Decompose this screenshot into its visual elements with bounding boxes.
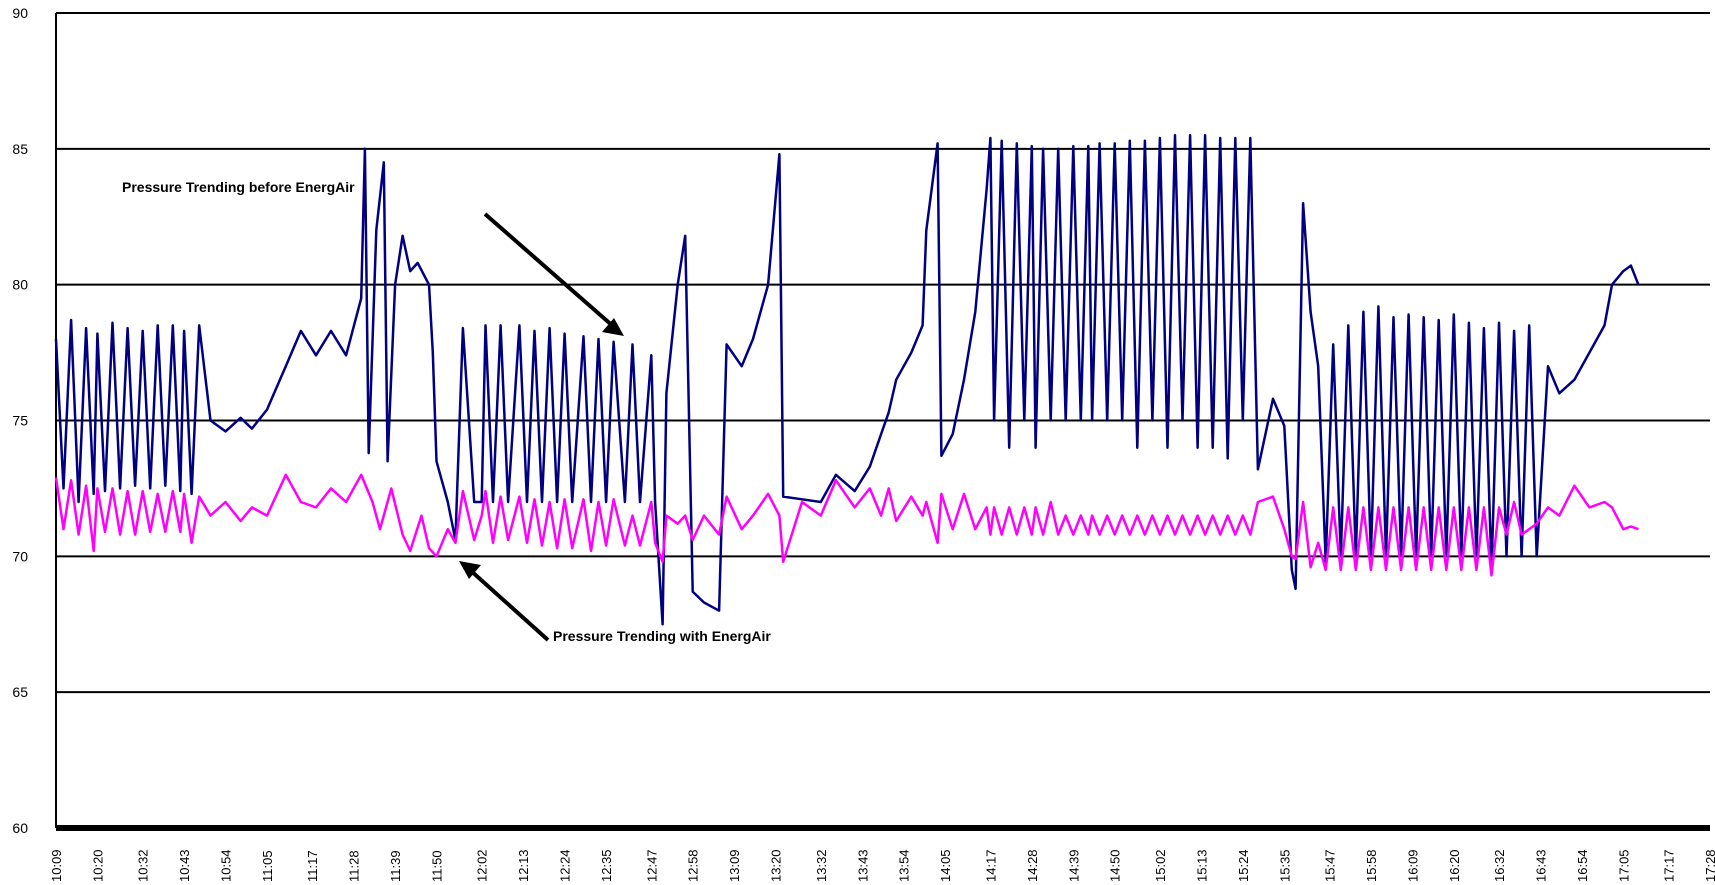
x-tick-label: 17:17 xyxy=(1662,849,1677,882)
y-tick-label: 75 xyxy=(12,413,28,429)
arrow-before-energair-head xyxy=(602,318,624,336)
x-tick-label: 16:09 xyxy=(1405,849,1420,882)
x-tick-label: 11:50 xyxy=(430,850,445,882)
y-tick-label: 90 xyxy=(12,5,28,21)
x-tick-label: 13:43 xyxy=(855,849,870,882)
annotation-with-energair: Pressure Trending with EnergAir xyxy=(553,628,771,644)
x-tick-label: 16:43 xyxy=(1533,849,1548,882)
x-tick-label: 14:39 xyxy=(1066,849,1081,882)
x-tick-label: 12:58 xyxy=(686,849,701,882)
x-tick-label: 10:09 xyxy=(49,849,64,882)
x-tick-label: 15:47 xyxy=(1322,849,1337,882)
x-tick-label: 17:05 xyxy=(1616,849,1631,882)
x-tick-label: 10:43 xyxy=(177,849,192,882)
x-tick-label: 13:54 xyxy=(897,849,912,882)
annotations: Pressure Trending before EnergAir Pressu… xyxy=(122,179,771,644)
x-tick-label: 12:13 xyxy=(516,849,531,882)
x-tick-label: 11:17 xyxy=(305,850,320,882)
x-tick-label: 15:24 xyxy=(1236,849,1251,882)
y-axis-tick-labels: 60 65 70 75 80 85 90 xyxy=(12,5,28,836)
x-tick-label: 14:28 xyxy=(1025,849,1040,882)
x-tick-label: 15:35 xyxy=(1277,849,1292,882)
x-axis-tick-labels: 10:09 10:20 10:32 10:43 10:54 11:05 11:17 11:28… xyxy=(49,849,1715,882)
annotation-before-energair: Pressure Trending before EnergAir xyxy=(122,179,355,195)
x-tick-label: 12:47 xyxy=(644,849,659,882)
x-tick-label: 13:20 xyxy=(769,849,784,882)
x-tick-label: 13:09 xyxy=(727,849,742,882)
x-tick-label: 12:35 xyxy=(599,849,614,882)
x-tick-label: 14:17 xyxy=(983,849,998,882)
x-tick-label: 14:05 xyxy=(938,849,953,882)
series-line-0 xyxy=(54,134,1640,626)
series-line-1 xyxy=(54,473,1639,577)
x-tick-label: 15:13 xyxy=(1194,849,1209,882)
x-tick-label: 15:02 xyxy=(1153,849,1168,882)
x-tick-label: 15:58 xyxy=(1364,849,1379,882)
x-tick-label: 11:39 xyxy=(388,850,403,882)
y-tick-label: 70 xyxy=(12,548,28,564)
x-tick-label: 13:32 xyxy=(814,849,829,882)
x-tick-label: 11:28 xyxy=(347,850,362,882)
x-tick-label: 17:28 xyxy=(1703,849,1715,882)
x-tick-label: 10:32 xyxy=(136,849,151,882)
horizontal-gridlines xyxy=(55,12,1710,831)
x-tick-label: 12:24 xyxy=(558,849,573,882)
y-tick-label: 65 xyxy=(12,684,28,700)
x-tick-label: 11:05 xyxy=(260,850,275,882)
series-lines xyxy=(54,134,1640,626)
x-tick-label: 10:54 xyxy=(219,849,234,882)
arrow-before-energair xyxy=(483,212,616,329)
y-tick-label: 60 xyxy=(12,820,28,836)
y-tick-label: 85 xyxy=(12,141,28,157)
x-tick-label: 10:20 xyxy=(90,849,105,882)
x-tick-label: 16:20 xyxy=(1447,849,1462,882)
x-tick-label: 14:50 xyxy=(1108,849,1123,882)
x-tick-label: 16:54 xyxy=(1575,849,1590,882)
x-tick-label: 16:32 xyxy=(1492,849,1507,882)
x-tick-label: 12:02 xyxy=(475,849,490,882)
arrow-with-energair xyxy=(468,568,550,642)
y-tick-label: 80 xyxy=(12,277,28,293)
arrow-with-energair-head xyxy=(459,561,481,579)
